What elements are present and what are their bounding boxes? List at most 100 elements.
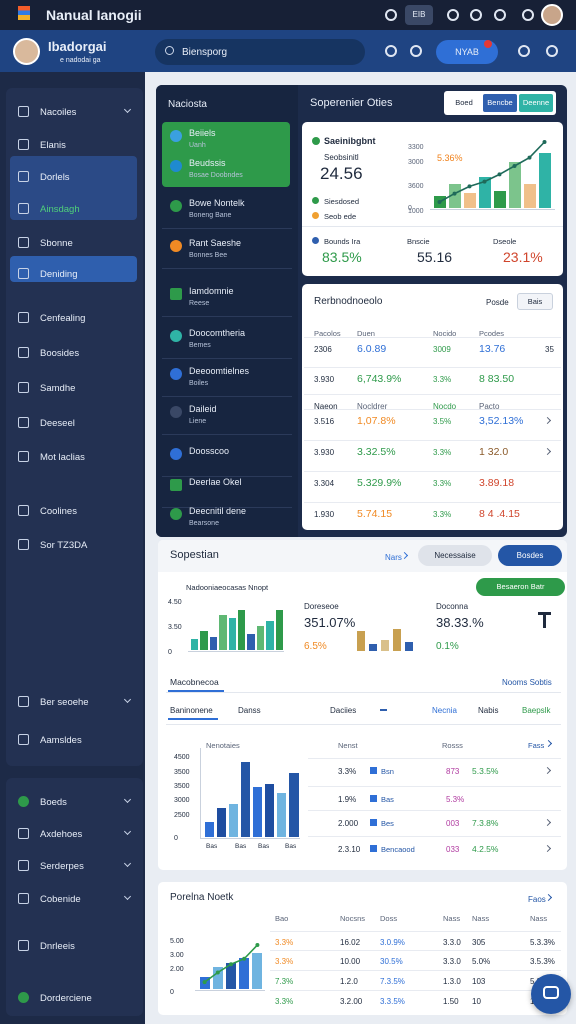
list-title[interactable]: Iamdomnie	[189, 286, 234, 296]
list-title[interactable]: Deerlae Okel	[189, 477, 242, 487]
table-cell: 8 4 .4.15	[479, 508, 520, 520]
card-title: Saeinibgbnt	[324, 136, 376, 146]
tab[interactable]: Danss	[238, 706, 261, 715]
sidebar-item[interactable]: Ainsdagh	[40, 204, 80, 215]
sidebar-item[interactable]: Deeseel	[40, 418, 75, 429]
bar	[448, 183, 461, 208]
toolbar-icon[interactable]	[447, 9, 459, 21]
table-cell: 1.3.0	[443, 977, 461, 986]
sidebar-item[interactable]: Deniding	[40, 269, 78, 280]
search-icon	[165, 46, 174, 55]
toolbar-icon[interactable]	[470, 9, 482, 21]
sidebar-item[interactable]: Boosides	[40, 348, 80, 359]
stat-change: 0.1%	[436, 641, 459, 652]
sidebar-item[interactable]: Ber seoehe	[40, 697, 89, 708]
filter-button[interactable]: Bais	[517, 293, 553, 310]
toolbar-icon[interactable]	[494, 9, 506, 21]
sidebar-item[interactable]: Serderpes	[40, 861, 84, 872]
sidebar-item[interactable]: Sbonne	[40, 238, 73, 249]
card-link[interactable]: Faos	[528, 895, 546, 904]
user-avatar[interactable]	[13, 38, 40, 65]
sidebar-icon	[18, 268, 29, 279]
header-icon[interactable]	[546, 45, 558, 57]
column-header: Pcodes	[479, 329, 505, 338]
toolbar-badge[interactable]: EIB	[405, 5, 433, 25]
sidebar-item[interactable]: Dorlels	[40, 172, 70, 183]
bar	[493, 190, 506, 208]
sidebar-item[interactable]: Axdehoes	[40, 829, 83, 840]
divider	[162, 358, 292, 359]
list-title[interactable]: Bowe Nontelk	[189, 198, 245, 208]
sidebar-icon	[18, 893, 29, 904]
sidebar-item[interactable]: Elanis	[40, 140, 66, 151]
header-icon[interactable]	[385, 45, 397, 57]
tab[interactable]: Bencbe	[483, 94, 517, 112]
sidebar-icon	[18, 417, 29, 428]
table-cell: 1.9%	[338, 795, 357, 804]
tab[interactable]: Baepslk	[522, 706, 551, 715]
table-cell: 3.2.00	[340, 997, 363, 1006]
sidebar-item[interactable]: Boeds	[40, 797, 67, 808]
sidebar-item[interactable]: Sor TZ3DA	[40, 540, 88, 551]
column-header: Nocido	[433, 329, 457, 338]
row-divider	[304, 471, 561, 472]
tab[interactable]: Boed	[447, 94, 481, 112]
tab[interactable]: Daciies	[330, 706, 357, 715]
sidebar-item[interactable]: Samdhe	[40, 383, 76, 394]
stat-value: 23.1%	[503, 249, 543, 265]
pill-button[interactable]: Necessaise	[418, 545, 492, 566]
toolbar-icon[interactable]	[385, 9, 397, 21]
toolbar-icon[interactable]	[522, 9, 534, 21]
sidebar-item[interactable]: Dorderciene	[40, 993, 92, 1004]
pill-button[interactable]: Bosdes	[498, 545, 562, 566]
sidebar-item[interactable]: Cobenide	[40, 894, 81, 905]
avatar[interactable]	[541, 4, 563, 26]
row-divider	[304, 337, 561, 338]
tab[interactable]: Baninonene	[170, 706, 213, 715]
sidebar-item[interactable]: Aamsldes	[40, 735, 82, 746]
sidebar-item[interactable]: Cenfealing	[40, 313, 86, 324]
sidebar-icon	[18, 860, 29, 871]
table-cell: 1.50	[443, 997, 459, 1006]
chat-button[interactable]	[531, 974, 571, 1014]
list-subtitle: Bemes	[189, 342, 211, 349]
list-title[interactable]: Beudssis	[189, 158, 226, 168]
table-cell: 5.3.3%	[530, 938, 555, 947]
list-title[interactable]: Doocomtheria	[189, 328, 246, 338]
sidebar-item[interactable]: Mot laclias	[40, 452, 85, 463]
sidebar-item[interactable]: Dnrleeis	[40, 941, 75, 952]
table-cell: 5.3.5%	[472, 766, 499, 776]
sidebar-item[interactable]: Coolines	[40, 506, 77, 517]
bar	[239, 957, 250, 989]
list-title[interactable]: Rant Saeshe	[189, 238, 242, 248]
bar	[228, 618, 236, 650]
header-icon[interactable]	[410, 45, 422, 57]
list-title[interactable]: Beiiels	[189, 128, 216, 138]
axis-label: 0	[408, 205, 412, 212]
action-button[interactable]: Besaeron Batr	[476, 578, 565, 596]
table-cell: 3.3%	[433, 375, 452, 384]
tab[interactable]: Deenne	[519, 94, 553, 112]
stat-change: 6.5%	[304, 641, 327, 652]
list-subtitle: Bearsone	[189, 520, 219, 527]
section-tab[interactable]: Macobnecoa	[170, 677, 219, 687]
list-title[interactable]: Daileid	[189, 404, 217, 414]
table-cell: 3.5.3%	[530, 957, 555, 966]
list-title[interactable]: Deeoomtielnes	[189, 366, 250, 376]
user-subtitle: e nadodai ga	[60, 57, 101, 64]
section-link[interactable]: Nars	[385, 553, 402, 562]
table-cell: 3.0.9%	[380, 938, 405, 947]
table-cell: 35	[545, 345, 554, 354]
sidebar-item[interactable]: Nacoiles	[40, 107, 77, 118]
list-title[interactable]: Deecnitil dene	[189, 506, 247, 516]
tab[interactable]: Nabis	[478, 706, 499, 715]
table-cell: Nocdo	[433, 402, 457, 411]
tab-link[interactable]: Nooms Sobtis	[502, 678, 552, 687]
panel-highlight	[162, 122, 290, 187]
table-cell: Naeon	[314, 402, 338, 411]
header-icon[interactable]	[518, 45, 530, 57]
tab[interactable]: Necnia	[432, 706, 457, 715]
stat-value: 55.16	[417, 249, 453, 265]
list-title[interactable]: Doosscoo	[189, 446, 230, 456]
search-box[interactable]	[155, 39, 365, 65]
